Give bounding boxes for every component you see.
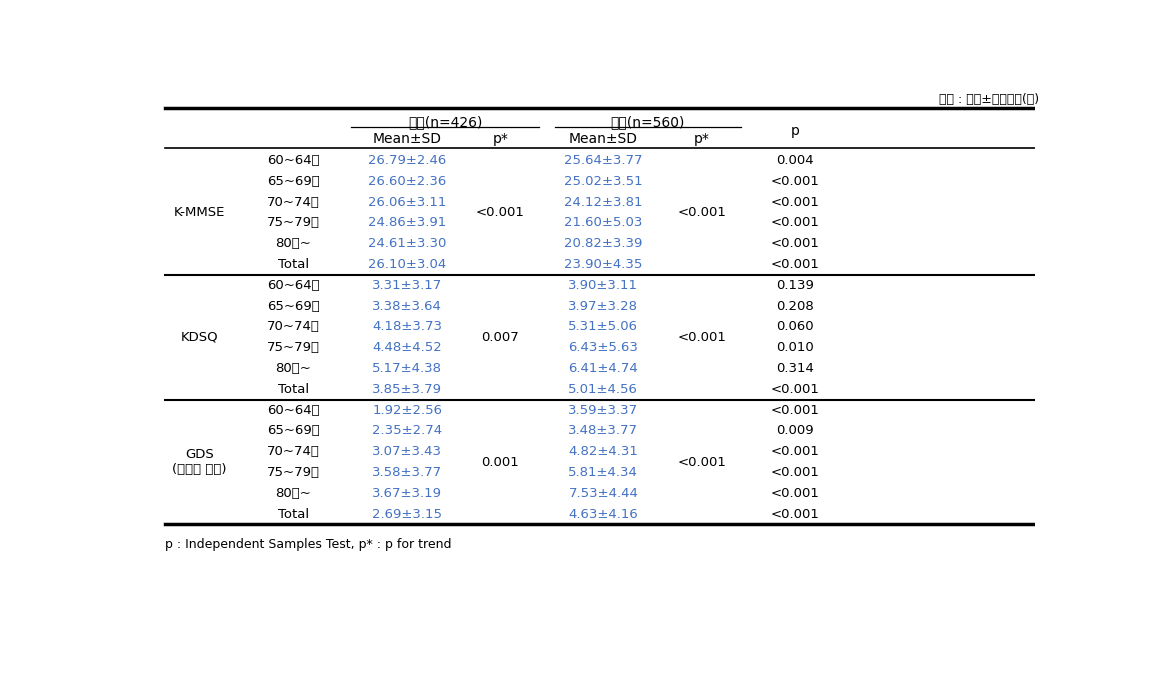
Text: 20.82±3.39: 20.82±3.39 <box>565 237 643 250</box>
Text: 단위 : 평균±표준편차(점): 단위 : 평균±표준편차(점) <box>938 93 1038 106</box>
Text: Mean±SD: Mean±SD <box>569 132 638 146</box>
Text: Total: Total <box>278 383 309 396</box>
Text: <0.001: <0.001 <box>770 487 819 500</box>
Text: 0.208: 0.208 <box>776 300 814 313</box>
Text: 70~74세: 70~74세 <box>267 445 320 458</box>
Text: Total: Total <box>278 508 309 521</box>
Text: 65~69세: 65~69세 <box>267 424 320 437</box>
Text: 2.69±3.15: 2.69±3.15 <box>373 508 443 521</box>
Text: 70~74세: 70~74세 <box>267 320 320 333</box>
Text: 3.90±3.11: 3.90±3.11 <box>568 279 638 292</box>
Text: 24.86±3.91: 24.86±3.91 <box>368 217 446 230</box>
Text: 80세~: 80세~ <box>275 487 312 500</box>
Text: 3.38±3.64: 3.38±3.64 <box>373 300 443 313</box>
Text: p*: p* <box>492 132 508 146</box>
Text: 0.010: 0.010 <box>776 341 814 354</box>
Text: 4.18±3.73: 4.18±3.73 <box>373 320 443 333</box>
Text: 5.17±4.38: 5.17±4.38 <box>373 362 443 375</box>
Text: <0.001: <0.001 <box>770 175 819 188</box>
Text: 24.61±3.30: 24.61±3.30 <box>368 237 446 250</box>
Text: 6.43±5.63: 6.43±5.63 <box>568 341 638 354</box>
Text: 3.85±3.79: 3.85±3.79 <box>373 383 443 396</box>
Text: 75~79세: 75~79세 <box>267 341 320 354</box>
Text: 5.81±4.34: 5.81±4.34 <box>568 466 638 479</box>
Text: <0.001: <0.001 <box>770 445 819 458</box>
Text: 7.53±4.44: 7.53±4.44 <box>568 487 638 500</box>
Text: 3.31±3.17: 3.31±3.17 <box>373 279 443 292</box>
Text: 1.92±2.56: 1.92±2.56 <box>373 404 443 417</box>
Text: 5.01±4.56: 5.01±4.56 <box>568 383 638 396</box>
Text: p*: p* <box>693 132 710 146</box>
Text: 3.59±3.37: 3.59±3.37 <box>568 404 638 417</box>
Text: 6.41±4.74: 6.41±4.74 <box>568 362 638 375</box>
Text: 0.004: 0.004 <box>776 154 813 167</box>
Text: 26.10±3.04: 26.10±3.04 <box>368 258 446 271</box>
Text: 25.64±3.77: 25.64±3.77 <box>565 154 643 167</box>
Text: 60~64세: 60~64세 <box>267 404 320 417</box>
Text: 3.97±3.28: 3.97±3.28 <box>568 300 638 313</box>
Text: 26.60±2.36: 26.60±2.36 <box>368 175 446 188</box>
Text: <0.001: <0.001 <box>770 466 819 479</box>
Text: K-MMSE: K-MMSE <box>174 206 225 219</box>
Text: <0.001: <0.001 <box>677 331 726 344</box>
Text: 60~64세: 60~64세 <box>267 154 320 167</box>
Text: 3.07±3.43: 3.07±3.43 <box>373 445 443 458</box>
Text: 4.48±4.52: 4.48±4.52 <box>373 341 442 354</box>
Text: 26.06±3.11: 26.06±3.11 <box>368 196 446 209</box>
Text: 70~74세: 70~74세 <box>267 196 320 209</box>
Text: 0.007: 0.007 <box>482 331 519 344</box>
Text: <0.001: <0.001 <box>677 456 726 469</box>
Text: 75~79세: 75~79세 <box>267 217 320 230</box>
Text: 65~69세: 65~69세 <box>267 175 320 188</box>
Text: Total: Total <box>278 258 309 271</box>
Text: 0.139: 0.139 <box>776 279 814 292</box>
Text: <0.001: <0.001 <box>770 383 819 396</box>
Text: <0.001: <0.001 <box>770 237 819 250</box>
Text: 0.009: 0.009 <box>776 424 813 437</box>
Text: <0.001: <0.001 <box>770 258 819 271</box>
Text: 60~64세: 60~64세 <box>267 279 320 292</box>
Text: <0.001: <0.001 <box>770 404 819 417</box>
Text: <0.001: <0.001 <box>677 206 726 219</box>
Text: 21.60±5.03: 21.60±5.03 <box>565 217 643 230</box>
Text: <0.001: <0.001 <box>770 196 819 209</box>
Text: 3.58±3.77: 3.58±3.77 <box>373 466 443 479</box>
Text: <0.001: <0.001 <box>476 206 524 219</box>
Text: 0.060: 0.060 <box>776 320 813 333</box>
Text: 26.79±2.46: 26.79±2.46 <box>368 154 446 167</box>
Text: 65~69세: 65~69세 <box>267 300 320 313</box>
Text: 5.31±5.06: 5.31±5.06 <box>568 320 638 333</box>
Text: 80세~: 80세~ <box>275 362 312 375</box>
Text: 25.02±3.51: 25.02±3.51 <box>564 175 643 188</box>
Text: <0.001: <0.001 <box>770 508 819 521</box>
Text: KDSQ: KDSQ <box>181 331 218 344</box>
Text: 여자(n=560): 여자(n=560) <box>611 115 684 129</box>
Text: Mean±SD: Mean±SD <box>373 132 442 146</box>
Text: 3.48±3.77: 3.48±3.77 <box>568 424 638 437</box>
Text: p : Independent Samples Test, p* : p for trend: p : Independent Samples Test, p* : p for… <box>166 538 452 551</box>
Text: p: p <box>790 124 799 137</box>
Text: 0.314: 0.314 <box>776 362 814 375</box>
Text: 80세~: 80세~ <box>275 237 312 250</box>
Text: 2.35±2.74: 2.35±2.74 <box>373 424 443 437</box>
Text: GDS
(우울증 검사): GDS (우울증 검사) <box>172 448 227 476</box>
Text: 4.63±4.16: 4.63±4.16 <box>568 508 638 521</box>
Text: 남자(n=426): 남자(n=426) <box>408 115 482 129</box>
Text: 3.67±3.19: 3.67±3.19 <box>373 487 443 500</box>
Text: 75~79세: 75~79세 <box>267 466 320 479</box>
Text: 4.82±4.31: 4.82±4.31 <box>568 445 638 458</box>
Text: 23.90±4.35: 23.90±4.35 <box>565 258 643 271</box>
Text: 0.001: 0.001 <box>482 456 519 469</box>
Text: <0.001: <0.001 <box>770 217 819 230</box>
Text: 24.12±3.81: 24.12±3.81 <box>565 196 643 209</box>
